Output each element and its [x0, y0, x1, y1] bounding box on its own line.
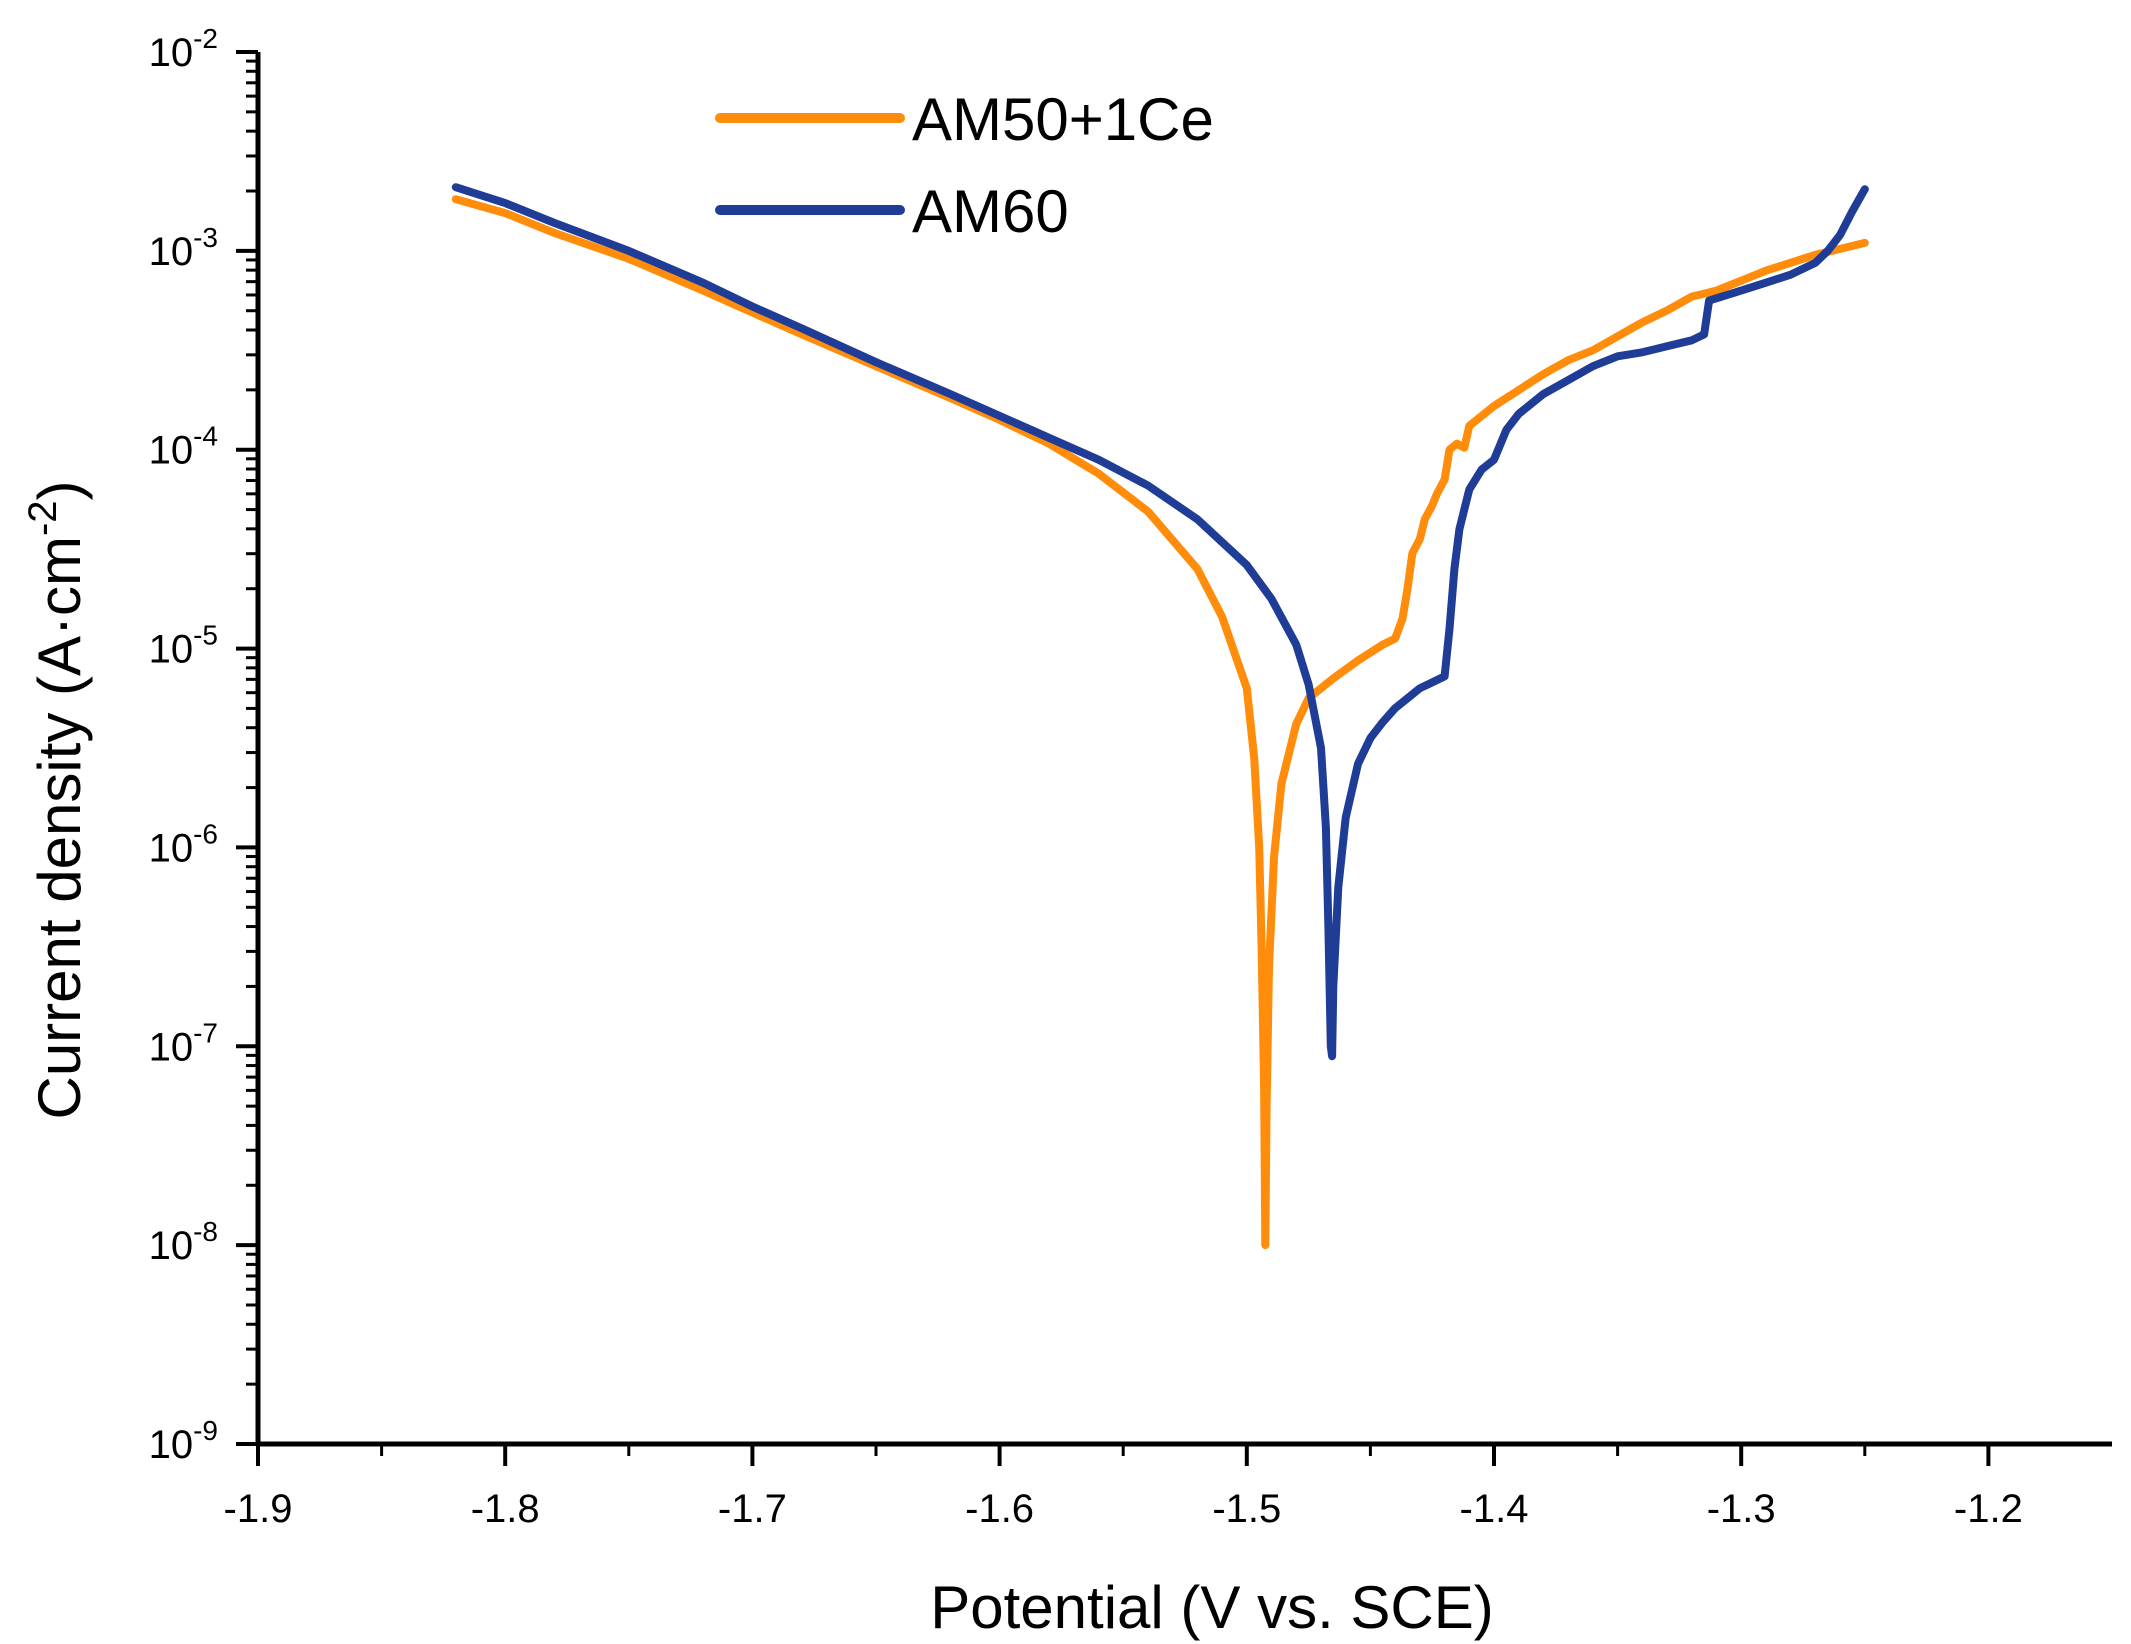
- x-tick-label: -1.9: [224, 1487, 293, 1531]
- series-line-am60: [451, 183, 1869, 1061]
- x-tick-label: -1.6: [965, 1487, 1034, 1531]
- x-tick-label: -1.2: [1954, 1487, 2023, 1531]
- x-tick-label: -1.5: [1212, 1487, 1281, 1531]
- x-tick-label: -1.7: [718, 1487, 787, 1531]
- y-axis-title: Current density (A·cm-2): [21, 480, 93, 1119]
- axes-layer: [255, 52, 2112, 1447]
- y-tick-label: 10-5: [149, 620, 218, 672]
- y-tick-label: 10-3: [149, 222, 218, 274]
- y-tick-label: 10-4: [149, 421, 218, 473]
- y-tick-label: 10-7: [149, 1017, 218, 1069]
- legend-label-am50-1ce: AM50+1Ce: [912, 86, 1214, 153]
- series-layer: [451, 183, 1869, 1250]
- x-tick-label: -1.3: [1707, 1487, 1776, 1531]
- axis-ticks: [236, 50, 1991, 1466]
- legend-label-am60: AM60: [912, 178, 1069, 245]
- y-axis-title-suffix: ): [26, 480, 93, 500]
- series-line-am50-1ce: [451, 195, 1869, 1250]
- y-tick-label: 10-6: [149, 818, 218, 870]
- y-axis-title-prefix: Current density (A·cm: [26, 536, 93, 1119]
- y-axis-title-superscript: -2: [21, 500, 65, 536]
- y-tick-label: 10-8: [149, 1216, 218, 1268]
- tick-labels: -1.9 -1.8 -1.7 -1.6 -1.5 -1.4 -1.3 -1.2 10-9 10-8…: [149, 23, 2023, 1531]
- x-tick-label: -1.4: [1460, 1487, 1529, 1531]
- x-tick-label: -1.8: [471, 1487, 540, 1531]
- y-tick-label: 10-9: [149, 1415, 218, 1467]
- y-tick-label: 10-2: [149, 23, 218, 75]
- x-axis-title: Potential (V vs. SCE): [930, 1574, 1494, 1641]
- legend: AM50+1Ce AM60: [715, 86, 1214, 245]
